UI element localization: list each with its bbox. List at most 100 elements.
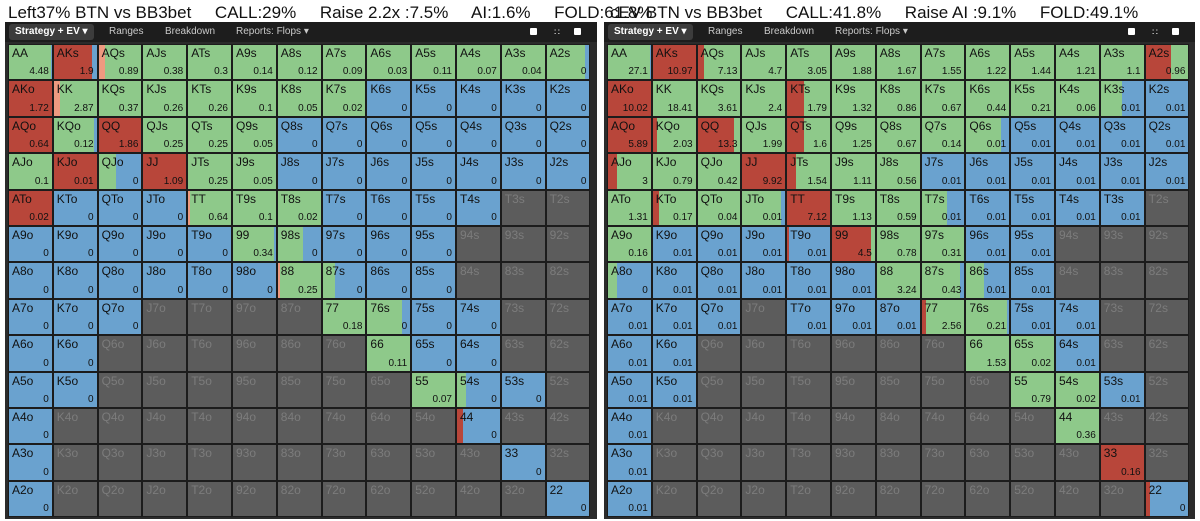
hand-cell[interactable]: A9s 1.88 — [831, 44, 876, 81]
hand-cell[interactable]: 73s — [500, 298, 546, 336]
hand-cell[interactable]: AQs 0.89 — [97, 44, 143, 81]
hand-cell[interactable]: J2o — [142, 480, 188, 518]
hand-cell[interactable]: ATo 0.02 — [8, 189, 53, 226]
hand-cell[interactable]: K9s 1.32 — [831, 80, 876, 117]
hand-cell[interactable]: Q8o 0 — [97, 262, 143, 299]
hand-cell[interactable]: 53s 0.01 — [1099, 371, 1145, 408]
hand-cell[interactable]: A7o 0 — [8, 298, 53, 336]
hand-cell[interactable]: Q2o — [696, 480, 742, 518]
hand-cell[interactable]: 85s 0.01 — [1010, 262, 1055, 299]
hand-cell[interactable]: QTs 0.25 — [187, 116, 232, 154]
hand-cell[interactable]: AQo 0.64 — [8, 116, 53, 154]
hand-cell[interactable]: K3s 0.01 — [1099, 80, 1145, 117]
hand-cell[interactable]: 83s — [500, 262, 546, 299]
hand-cell[interactable]: 84s — [1055, 262, 1100, 299]
tab-strategy-ev[interactable]: Strategy + EV ▾ — [9, 24, 94, 40]
hand-cell[interactable]: J5s 0 — [411, 153, 456, 190]
hand-cell[interactable]: 32s — [1144, 444, 1190, 481]
hand-cell[interactable]: Q7o 0 — [97, 298, 143, 336]
hand-cell[interactable]: A7s 1.55 — [920, 44, 966, 81]
hand-cell[interactable]: K8o 0 — [52, 262, 98, 299]
hand-cell[interactable]: 95o — [831, 371, 876, 408]
hand-cell[interactable]: J9s 0.05 — [232, 153, 277, 190]
hand-cell[interactable]: A4s 1.21 — [1055, 44, 1100, 81]
hand-cell[interactable]: 75o — [920, 371, 966, 408]
hand-cell[interactable]: 96o — [232, 335, 277, 372]
hand-cell[interactable]: J7s 0 — [321, 153, 367, 190]
hand-cell[interactable]: KJs 0.26 — [142, 80, 188, 117]
hand-cell[interactable]: QTs 1.6 — [786, 116, 831, 154]
hand-cell[interactable]: K7s 0.67 — [920, 80, 966, 117]
hand-cell[interactable]: J8s 0.56 — [875, 153, 921, 190]
hand-cell[interactable]: JJ 1.09 — [142, 153, 188, 190]
hand-cell[interactable]: J3s 0.01 — [1099, 153, 1145, 190]
hand-cell[interactable]: 32o — [1099, 480, 1145, 518]
hand-cell[interactable]: Q3s 0 — [500, 116, 546, 154]
hand-cell[interactable]: T8o 0 — [187, 262, 232, 299]
hand-cell[interactable]: ATs 0.3 — [187, 44, 232, 81]
hand-cell[interactable]: 93o — [831, 444, 876, 481]
hand-cell[interactable]: T8s 0.59 — [875, 189, 921, 226]
hand-cell[interactable]: KQo 2.03 — [651, 116, 697, 154]
hand-cell[interactable]: A3o 0.01 — [607, 444, 652, 481]
hand-cell[interactable]: T3s — [500, 189, 546, 226]
hand-cell[interactable]: AKo 10.02 — [607, 80, 652, 117]
hand-cell[interactable]: 76s 0 — [366, 298, 412, 336]
hand-cell[interactable]: Q3o — [696, 444, 742, 481]
hand-cell[interactable]: T7s 0.01 — [920, 189, 966, 226]
hand-cell[interactable]: 43s — [1099, 408, 1145, 445]
hand-cell[interactable]: 64o — [366, 408, 412, 445]
hand-cell[interactable]: A3s 1.1 — [1099, 44, 1145, 81]
hand-cell[interactable]: Q9s 1.25 — [831, 116, 876, 154]
hand-cell[interactable]: 63o — [965, 444, 1011, 481]
hand-cell[interactable]: QJs 1.99 — [741, 116, 787, 154]
hand-cell[interactable]: 33 0 — [500, 444, 546, 481]
hand-cell[interactable]: 82o — [276, 480, 322, 518]
hand-cell[interactable]: 95o — [232, 371, 277, 408]
hand-cell[interactable]: K2s 0 — [545, 80, 591, 117]
hand-cell[interactable]: J5o — [741, 371, 787, 408]
hand-cell[interactable]: 86s 0 — [366, 262, 412, 299]
hand-cell[interactable]: K7o 0.01 — [651, 298, 697, 336]
hand-cell[interactable]: T7o 0.01 — [786, 298, 831, 336]
hand-cell[interactable]: AA 27.1 — [607, 44, 652, 81]
hand-cell[interactable]: 64s 0.01 — [1055, 335, 1100, 372]
hand-cell[interactable]: 55 0.07 — [411, 371, 456, 408]
hand-cell[interactable]: KJs 2.4 — [741, 80, 787, 117]
hand-cell[interactable]: A6o 0 — [8, 335, 53, 372]
square-icon[interactable] — [1127, 27, 1137, 37]
hand-cell[interactable]: A6s 0.03 — [366, 44, 412, 81]
hand-cell[interactable]: Q5o — [696, 371, 742, 408]
tab-ranges[interactable]: Ranges — [109, 26, 144, 37]
hand-cell[interactable]: A9o 0 — [8, 226, 53, 263]
hand-cell[interactable]: 62s — [545, 335, 591, 372]
hand-cell[interactable]: JTo 0 — [142, 189, 188, 226]
hand-cell[interactable]: K2s 0.01 — [1144, 80, 1190, 117]
hand-cell[interactable]: 65o — [366, 371, 412, 408]
hand-cell[interactable]: 62s — [1144, 335, 1190, 372]
hand-cell[interactable]: 63s — [500, 335, 546, 372]
hand-cell[interactable]: 73o — [321, 444, 367, 481]
hand-cell[interactable]: 92s — [545, 226, 591, 263]
hand-cell[interactable]: 76o — [920, 335, 966, 372]
hand-cell[interactable]: TT 7.12 — [786, 189, 831, 226]
hand-cell[interactable]: T7o — [187, 298, 232, 336]
hand-cell[interactable]: 86s 0.01 — [965, 262, 1011, 299]
hand-cell[interactable]: 73o — [920, 444, 966, 481]
hand-cell[interactable]: T9o 0 — [187, 226, 232, 263]
hand-cell[interactable]: 99 0.34 — [232, 226, 277, 263]
hand-cell[interactable]: A7s 0.09 — [321, 44, 367, 81]
hand-cell[interactable]: 87o 0.01 — [875, 298, 921, 336]
hand-cell[interactable]: A2s 0 — [545, 44, 591, 81]
hand-cell[interactable]: J3o — [741, 444, 787, 481]
hand-cell[interactable]: K5s 0.21 — [1010, 80, 1055, 117]
hand-cell[interactable]: Q4s 0 — [456, 116, 501, 154]
hand-cell[interactable]: K9o 0 — [52, 226, 98, 263]
hand-cell[interactable]: 42o — [1055, 480, 1100, 518]
hand-cell[interactable]: AQs 7.13 — [696, 44, 742, 81]
hand-cell[interactable]: A9s 0.14 — [232, 44, 277, 81]
hand-cell[interactable]: 83o — [875, 444, 921, 481]
hand-cell[interactable]: KTs 1.79 — [786, 80, 831, 117]
hand-cell[interactable]: 62o — [366, 480, 412, 518]
hand-cell[interactable]: T2o — [786, 480, 831, 518]
